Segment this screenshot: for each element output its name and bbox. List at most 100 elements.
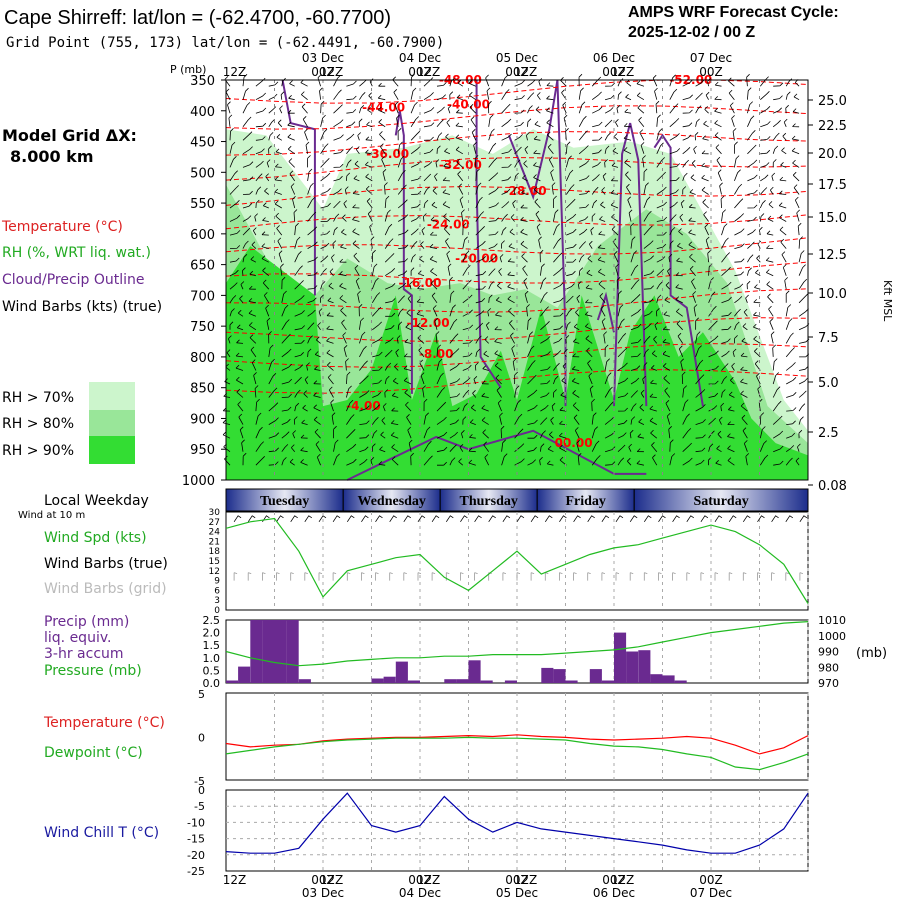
wind-barb [381, 417, 386, 425]
pressure-tick-label: 650 [190, 259, 215, 274]
wind-barb [346, 429, 356, 439]
legend-dewpoint: Dewpoint (°C) [44, 745, 143, 761]
precip-bar [250, 620, 263, 683]
wind-barb [678, 228, 683, 236]
wind-barb [701, 186, 709, 195]
wind-barb [314, 366, 321, 371]
wind-barb [654, 87, 658, 100]
wind-barb [242, 267, 246, 276]
wind-barb [708, 417, 716, 425]
wind-barb [255, 92, 266, 101]
wind-barb [678, 345, 684, 358]
wind-barb [695, 80, 704, 87]
wind-barb [320, 230, 331, 236]
wind-barb [547, 143, 554, 155]
wind-barb [274, 176, 282, 182]
temperature-contour-label: -16.00 [399, 276, 442, 290]
wind-barb [703, 120, 709, 128]
wind-barb [675, 296, 683, 304]
wind-barb [289, 458, 295, 466]
wind-barb [785, 457, 793, 466]
wind-barb [695, 317, 699, 330]
wind-barb [740, 366, 748, 371]
wind-barb [501, 74, 509, 87]
wind-barb [333, 453, 340, 466]
wind-barb [591, 186, 599, 195]
wind-barb [469, 91, 477, 101]
top-time-label: 12Z [417, 65, 441, 79]
wind-barb [229, 185, 239, 195]
wind-barb [429, 256, 438, 263]
wind-barb [305, 141, 310, 154]
surface-wind-barb [728, 515, 737, 523]
wind-barb [781, 251, 787, 263]
wind-barb [551, 402, 556, 412]
wind-barb [436, 431, 448, 439]
wind-barb [565, 169, 574, 182]
wind-barb [281, 378, 293, 385]
wind-barb [449, 378, 461, 385]
wind-barb [572, 390, 580, 398]
wind-tick-label: 12 [209, 567, 220, 577]
wind-barb [587, 360, 593, 371]
wind-barb [449, 290, 455, 303]
wind-barb [385, 337, 394, 344]
windchill-tick-label: -5 [194, 800, 205, 813]
grid-wind-barb [361, 572, 365, 581]
wind-barb [300, 434, 308, 439]
wind-barb [630, 264, 639, 276]
precip-bar [468, 660, 481, 683]
height-axis-title: Kft MSL [881, 280, 894, 322]
wind-barb [682, 457, 693, 466]
wind-barb [268, 358, 275, 371]
wind-barb [772, 344, 776, 357]
wind-barb [313, 392, 321, 398]
temperature-contour [225, 185, 809, 206]
wind-barb [410, 215, 420, 222]
surface-wind-barb [771, 515, 779, 523]
wind-barb [455, 134, 463, 141]
wind-barb [514, 399, 521, 412]
wind-barb [241, 439, 245, 452]
wind-barb [462, 236, 468, 249]
wind-barb [561, 377, 567, 385]
wind-barb [495, 311, 502, 317]
wind-barb [617, 91, 622, 100]
wind-barb [410, 73, 415, 87]
wind-barb [535, 106, 541, 114]
wind-barb [288, 158, 295, 168]
bottom-time-label: 12Z [514, 873, 538, 887]
wind-barb [437, 461, 447, 466]
wind-barb [521, 253, 528, 263]
wind-barb [475, 298, 486, 304]
wind-barb [592, 161, 601, 168]
wind-barb [689, 265, 696, 276]
wind-barb [262, 217, 269, 222]
cloud-outline-6 [613, 122, 648, 407]
wind-barb [449, 276, 453, 290]
wind-barb [728, 406, 735, 412]
wind-barb [229, 245, 241, 249]
wind-barb [603, 331, 607, 344]
wind-barb [255, 186, 262, 195]
wind-barb [393, 89, 399, 100]
wind-barb [507, 283, 515, 290]
wind-barb [307, 309, 316, 317]
wind-barb [398, 244, 409, 249]
wind-barb [793, 93, 800, 101]
wind-barb [514, 458, 525, 466]
wind-barb [682, 109, 693, 114]
wind-barb [384, 223, 393, 236]
wind-barb [290, 444, 296, 452]
wind-barb [229, 141, 236, 154]
wind-barb [601, 187, 606, 195]
wind-barb [462, 403, 468, 412]
wind-barb [553, 252, 563, 263]
wind-barb [501, 163, 512, 168]
cloud-outline-3 [475, 80, 502, 389]
wind-barb [423, 148, 434, 155]
wind-barb [643, 210, 652, 222]
surface-wind-barb [276, 515, 284, 523]
wind-barb [590, 227, 594, 236]
wind-barb [384, 195, 390, 209]
